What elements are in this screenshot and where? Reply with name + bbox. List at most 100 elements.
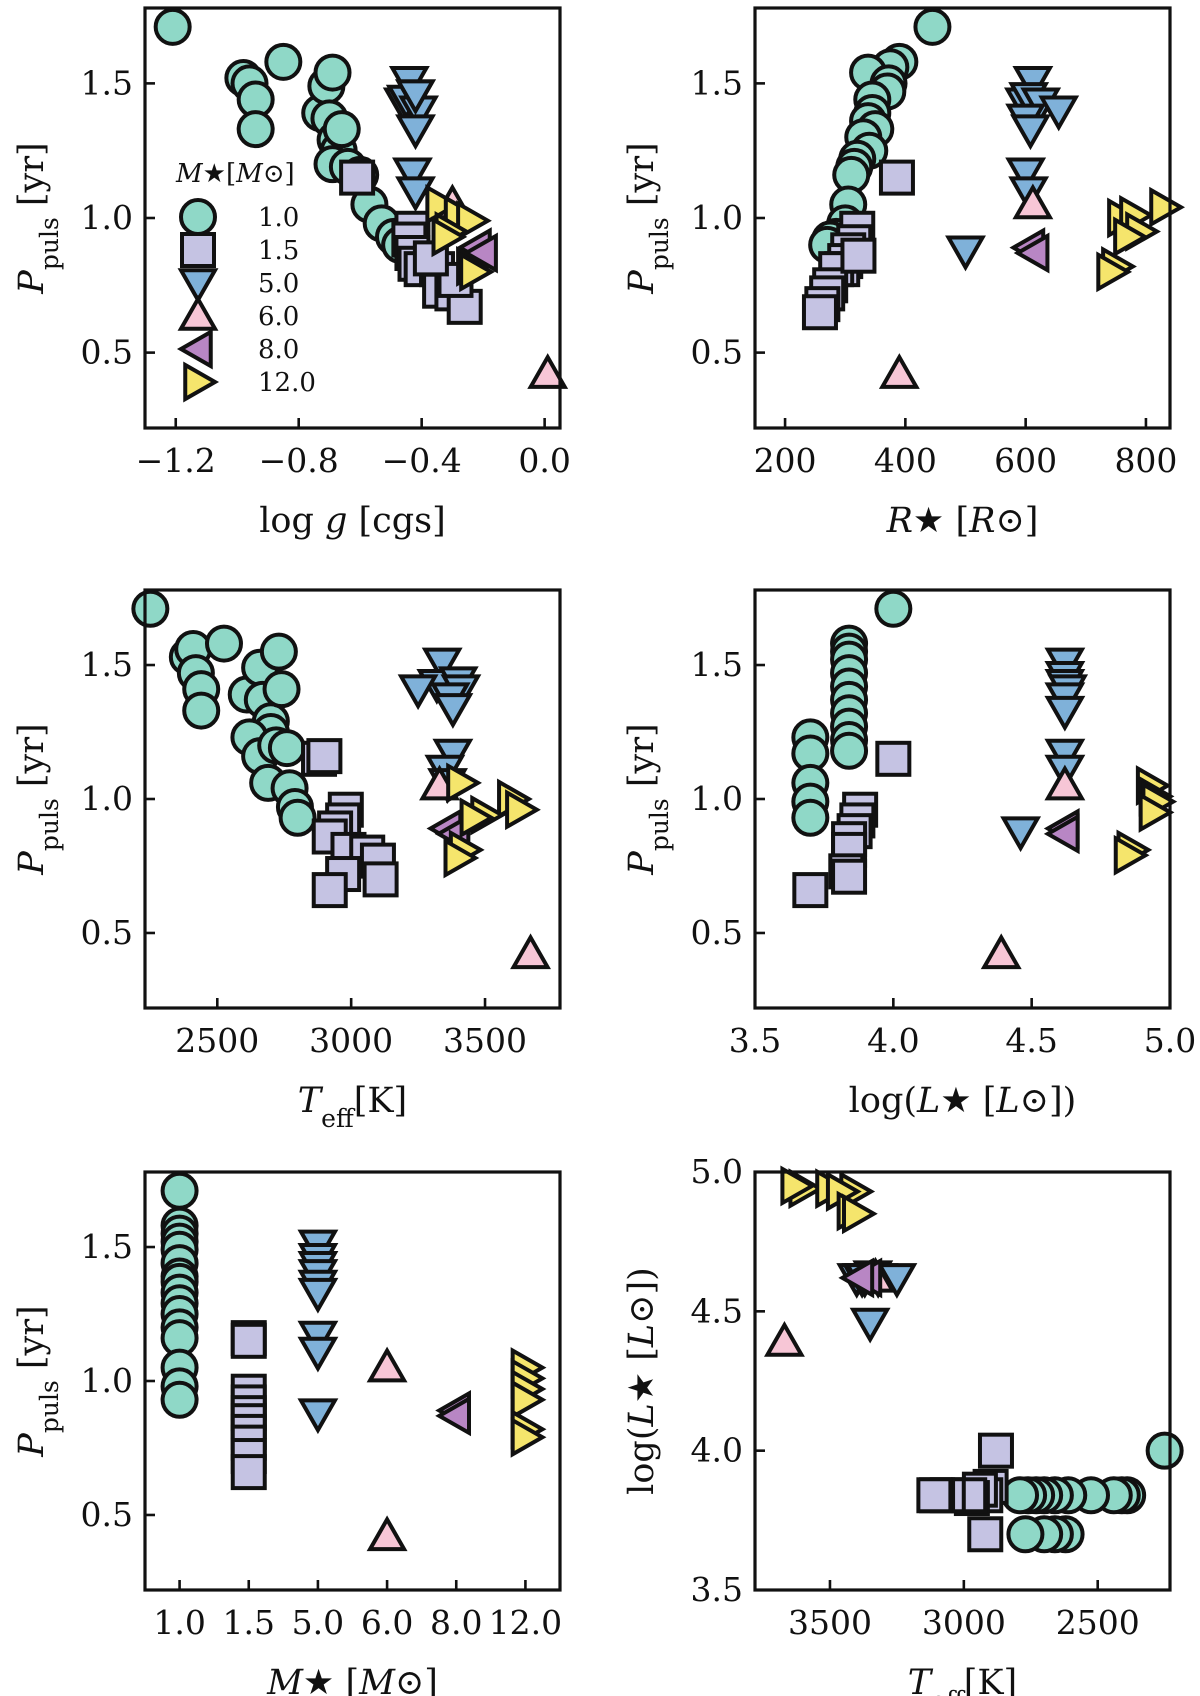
- y-tick-label: 5.0: [691, 1152, 743, 1191]
- data-point-mass-m12_0: [510, 1379, 547, 1421]
- x-tick-label: 8.0: [430, 1603, 482, 1642]
- data-point-teff-m5_0: [421, 647, 463, 684]
- legend-label: 5.0: [258, 269, 299, 299]
- y-tick-label: 1.5: [81, 1227, 133, 1266]
- data-point-hrd-m1_5: [916, 1477, 953, 1514]
- data-point-radius-m1_5: [801, 294, 838, 331]
- data-point-lum-m1_0: [791, 798, 830, 837]
- y-tick-label: 0.5: [81, 1495, 133, 1534]
- y-tick-label: 1.0: [691, 198, 743, 237]
- data-point-mass-m6_0: [366, 1515, 408, 1552]
- data-point-mass-m8_0: [435, 1395, 471, 1437]
- y-tick-label: 3.5: [691, 1570, 743, 1609]
- legend-label: 6.0: [258, 302, 299, 332]
- data-point-logg-m1_0: [313, 53, 352, 92]
- y-axis-label: Ppuls [yr]: [622, 723, 674, 875]
- data-point-lum-m1_0: [830, 731, 869, 770]
- data-point-logg-m5_0: [395, 79, 436, 116]
- y-tick-label: 1.0: [691, 779, 743, 818]
- data-point-logg-m5_0: [395, 176, 436, 213]
- data-point-lum-m1_0: [874, 589, 913, 628]
- y-tick-label: 1.5: [691, 63, 743, 102]
- data-point-mass-m12_0: [510, 1416, 547, 1458]
- x-tick-label: 3500: [788, 1603, 872, 1642]
- data-point-mass-m1_0: [160, 1171, 199, 1210]
- legend-marker-5_0: [177, 268, 219, 305]
- data-point-teff-m5_0: [432, 693, 474, 729]
- data-point-hrd-m8_0: [838, 1257, 875, 1299]
- data-point-teff-m12_0: [459, 797, 496, 839]
- data-point-radius-m12_0: [1113, 216, 1149, 258]
- data-point-logg-m5_0: [395, 114, 436, 151]
- data-point-hrd-m1_0: [1006, 1515, 1045, 1554]
- data-point-radius-m1_0: [913, 7, 952, 46]
- data-point-teff-m6_0: [510, 933, 551, 970]
- y-tick-label: 1.5: [691, 645, 743, 684]
- x-tick-label: 12.0: [489, 1603, 562, 1642]
- legend: M★[M⊙] 1.01.55.06.08.012.0: [175, 159, 316, 403]
- y-tick-label: 4.5: [691, 1291, 743, 1330]
- data-point-lum-m12_0: [1113, 834, 1150, 876]
- panel-teff: 2500 3000 3500 0.5 1.0 1.5 Teff[K] Ppuls [yr]: [12, 588, 562, 1133]
- data-point-mass-m6_0: [366, 1346, 408, 1383]
- x-tick-label: −0.8: [259, 441, 339, 480]
- data-point-logg-m5_0: [391, 157, 433, 194]
- x-tick-label: 1.0: [153, 1603, 205, 1642]
- x-tick-label: 4.0: [867, 1021, 919, 1060]
- data-point-radius-m6_0: [1012, 183, 1054, 220]
- y-tick-label: 4.0: [691, 1431, 743, 1470]
- x-axis-label: R★ [R⊙]: [886, 501, 1039, 541]
- legend-label: 12.0: [258, 368, 316, 398]
- data-point-teff-m5_0: [397, 674, 439, 711]
- x-axis-label: M★ [M⊙]: [266, 1663, 438, 1696]
- x-tick-label: 3000: [922, 1603, 1006, 1642]
- data-point-mass-m1_0: [160, 1380, 199, 1419]
- y-axis-label: Ppuls [yr]: [12, 142, 64, 294]
- data-point-radius-m5_0: [1010, 114, 1051, 151]
- data-point-mass-m5_0: [297, 1398, 339, 1435]
- legend-label: 8.0: [258, 335, 299, 365]
- points-lum: [791, 589, 1178, 970]
- data-point-teff-m1_0: [131, 589, 170, 628]
- data-point-lum-m5_0: [1000, 816, 1042, 853]
- x-tick-label: 2500: [175, 1021, 259, 1060]
- legend-label: 1.5: [258, 236, 299, 266]
- data-point-mass-m5_0: [297, 1336, 339, 1373]
- data-point-lum-m8_0: [1043, 813, 1080, 855]
- data-point-radius-m8_0: [1013, 232, 1050, 274]
- panel-mass: 1.0 1.5 5.0 6.0 8.0 12.0 0.5 1.0 1.5 M★ [M⊙] Ppuls…: [12, 1170, 562, 1696]
- data-point-hrd-m6_0: [764, 1320, 805, 1357]
- data-point-teff-m1_5: [311, 872, 348, 909]
- x-tick-label: 3.5: [729, 1021, 781, 1060]
- legend-marker-6_0: [177, 294, 219, 331]
- y-tick-label: 0.5: [691, 333, 743, 372]
- data-point-logg-m12_0: [459, 251, 495, 293]
- data-point-teff-m1_0: [262, 670, 301, 709]
- data-point-teff-m1_5: [362, 861, 399, 898]
- data-point-lum-m6_0: [1044, 764, 1086, 801]
- y-axis-label: log(L★ [L⊙]): [622, 1267, 662, 1495]
- x-tick-label: 4.5: [1005, 1021, 1057, 1060]
- data-point-radius-m5_0: [1005, 157, 1047, 194]
- data-point-mass-m1_5: [230, 1322, 267, 1359]
- panel-lum: 3.5 4.0 4.5 5.0 0.5 1.0 1.5 log(L★ [L⊙]) Ppuls […: [622, 588, 1196, 1121]
- legend-title: M★[M⊙]: [175, 159, 295, 189]
- data-point-radius-m5_0: [1038, 95, 1080, 132]
- legend-marker-8_0: [176, 328, 213, 370]
- points-hrd: [764, 1165, 1184, 1554]
- x-tick-label: 1.5: [223, 1603, 275, 1642]
- data-point-radius-m1_5: [878, 159, 915, 196]
- points-teff: [131, 589, 551, 970]
- data-point-logg-m6_0: [527, 353, 569, 389]
- data-point-radius-m6_0: [878, 353, 920, 389]
- data-point-radius-m5_0: [945, 235, 986, 272]
- data-point-lum-m6_0: [980, 933, 1022, 970]
- x-tick-label: 3000: [309, 1021, 393, 1060]
- data-point-lum-m5_0: [1044, 695, 1086, 732]
- y-tick-label: 1.5: [81, 63, 133, 102]
- y-tick-label: 1.0: [81, 779, 133, 818]
- legend-marker-1_5: [180, 232, 216, 268]
- y-axis-label: Ppuls [yr]: [12, 1305, 64, 1457]
- data-point-hrd-m5_0: [849, 1307, 891, 1344]
